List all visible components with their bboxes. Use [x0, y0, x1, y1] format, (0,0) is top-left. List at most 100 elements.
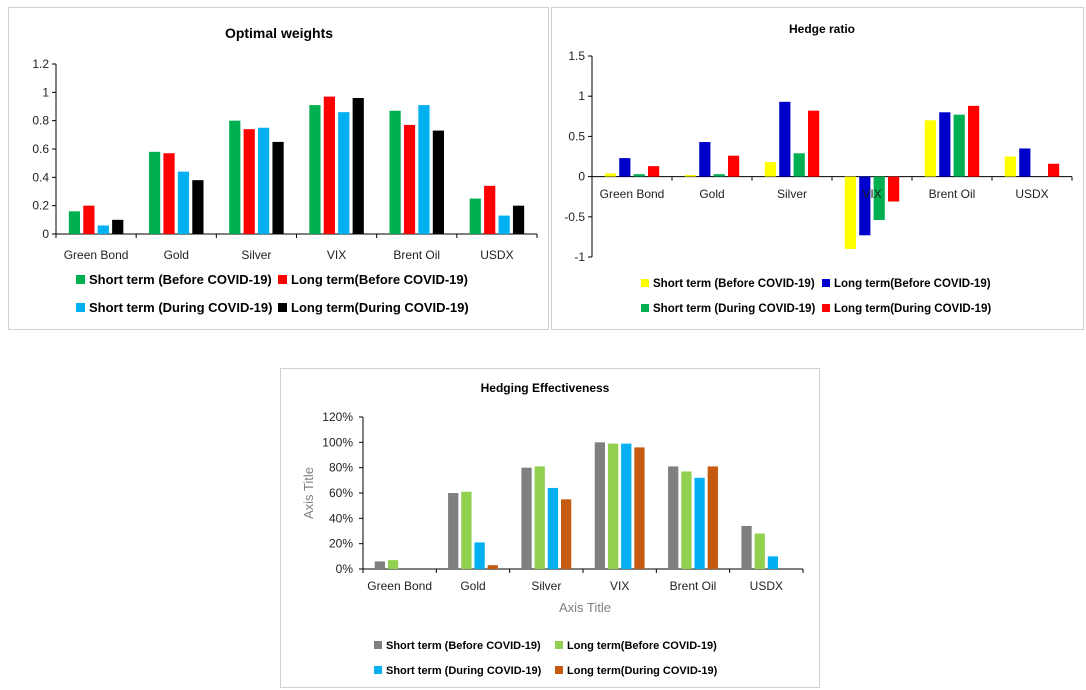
weights-bar	[272, 141, 284, 234]
hedge-y-tick-label: -1	[574, 250, 585, 264]
eff-legend-label: Long term(During COVID-19)	[567, 665, 718, 677]
eff-chart-title: Hedging Effectiveness	[481, 381, 610, 395]
weights-bar	[469, 198, 481, 234]
weights-legend-swatch	[76, 303, 85, 312]
weights-bar	[512, 205, 525, 234]
weights-legend-swatch	[76, 275, 85, 284]
hedge-bar	[1004, 156, 1016, 177]
optimal-weights-chart-panel: Optimal weights 0 0.2 0.4 0.6 0.8 1 1.2 Green Bo…	[8, 7, 549, 330]
hedge-y-tick-label: 1.5	[568, 49, 585, 63]
weights-bar	[432, 130, 445, 234]
weights-y-tick-label: 1	[42, 85, 49, 99]
hedge-ratio-chart: Hedge ratio -1 -0.5 0 0.5 1 1.5 Green Bond Gold S…	[564, 22, 1073, 315]
optimal-weights-chart: Optimal weights 0 0.2 0.4 0.6 0.8 1 1.2 Green Bo…	[32, 25, 538, 315]
hedge-legend-label: Long term(Before COVID-19)	[834, 278, 991, 290]
hedge-legend-swatch	[641, 279, 649, 287]
eff-bar	[694, 477, 705, 569]
weights-y-tick-label: 0.6	[32, 142, 49, 156]
hedge-legend-label: Short term (During COVID-19)	[653, 303, 815, 315]
eff-y-tick-label: 80%	[329, 461, 353, 475]
hedge-legend-swatch	[822, 279, 830, 287]
hedge-ratio-chart-panel: Hedge ratio -1 -0.5 0 0.5 1 1.5 Green Bond Gold S…	[551, 7, 1084, 330]
weights-legend-swatch	[278, 303, 287, 312]
weights-legend-label: Short term (During COVID-19)	[89, 300, 272, 315]
hedge-bar	[779, 101, 791, 177]
eff-category-label: Silver	[531, 579, 561, 593]
weights-bar	[484, 185, 496, 234]
eff-bar	[461, 491, 472, 569]
hedge-bar	[713, 174, 725, 177]
hedge-category-label: Brent Oil	[929, 187, 976, 201]
weights-bar	[309, 105, 321, 234]
hedge-bar	[939, 112, 951, 177]
hedge-bar	[1019, 148, 1031, 177]
weights-legend-label: Short term (Before COVID-19)	[89, 272, 272, 287]
weights-category-label: Green Bond	[64, 248, 129, 262]
weights-bar	[418, 105, 430, 234]
eff-y-tick-label: 100%	[322, 435, 353, 449]
weights-bar	[163, 153, 175, 234]
hedge-bar	[764, 162, 776, 177]
weights-bar	[97, 225, 109, 234]
eff-y-tick-label: 120%	[322, 410, 353, 424]
weights-bar	[258, 127, 270, 234]
hedge-category-label: VIX	[862, 187, 881, 201]
eff-y-tick-label: 60%	[329, 486, 353, 500]
hedge-category-label: USDX	[1015, 187, 1048, 201]
weights-bar	[338, 112, 350, 234]
hedging-effectiveness-chart: Hedging Effectiveness 0% 20% 40% 60% 80% 100% 1…	[301, 381, 804, 677]
eff-bar	[607, 443, 619, 569]
eff-bar	[474, 542, 485, 569]
eff-bar	[387, 560, 399, 569]
eff-legend-swatch	[374, 666, 382, 674]
weights-legend-swatch	[278, 275, 287, 284]
weights-y-tick-label: 1.2	[32, 57, 49, 71]
hedge-bar	[844, 176, 856, 249]
weights-category-label: Silver	[241, 248, 271, 262]
eff-legend-swatch	[555, 666, 563, 674]
eff-category-label: VIX	[610, 579, 629, 593]
eff-bar	[621, 443, 632, 569]
weights-bar	[352, 98, 364, 234]
eff-bar	[668, 466, 679, 569]
weights-bar	[498, 215, 510, 234]
eff-bar	[594, 442, 605, 569]
hedge-bar	[808, 110, 820, 177]
weights-bar	[148, 151, 161, 234]
weights-bar	[83, 205, 95, 234]
hedge-bar	[968, 105, 980, 177]
hedge-bar	[633, 174, 645, 177]
eff-bar	[754, 533, 765, 569]
hedge-bar	[604, 173, 616, 177]
eff-y-axis-title: Axis Title	[301, 467, 316, 519]
eff-bar	[707, 466, 718, 569]
eff-legend-label: Long term(Before COVID-19)	[567, 640, 717, 652]
eff-bar	[767, 556, 779, 569]
weights-y-tick-label: 0	[42, 227, 49, 241]
eff-category-label: Gold	[460, 579, 485, 593]
eff-y-tick-label: 40%	[329, 511, 353, 525]
hedge-legend-label: Long term(During COVID-19)	[834, 303, 991, 315]
hedge-bar	[953, 114, 965, 177]
hedge-bar	[1048, 163, 1060, 177]
eff-bar	[374, 561, 385, 569]
weights-legend-label: Long term(Before COVID-19)	[291, 272, 468, 287]
hedge-legend-swatch	[822, 304, 830, 312]
weights-category-label: USDX	[480, 248, 513, 262]
hedge-bar	[619, 158, 631, 177]
eff-category-label: Green Bond	[367, 579, 432, 593]
weights-bar	[112, 219, 124, 234]
hedge-category-label: Green Bond	[600, 187, 665, 201]
weights-chart-title: Optimal weights	[225, 25, 333, 41]
hedge-bar	[699, 142, 711, 177]
eff-bar	[634, 447, 645, 569]
hedge-category-label: Gold	[699, 187, 724, 201]
hedge-bar	[648, 166, 660, 177]
weights-legend-label: Long term(During COVID-19)	[291, 300, 469, 315]
eff-bar	[681, 471, 692, 569]
weights-bar	[389, 110, 401, 234]
weights-bar	[192, 180, 204, 234]
hedge-y-tick-label: -0.5	[564, 210, 585, 224]
hedging-effectiveness-chart-panel: Hedging Effectiveness 0% 20% 40% 60% 80% 100% 1…	[280, 368, 820, 688]
hedge-category-label: Silver	[777, 187, 807, 201]
